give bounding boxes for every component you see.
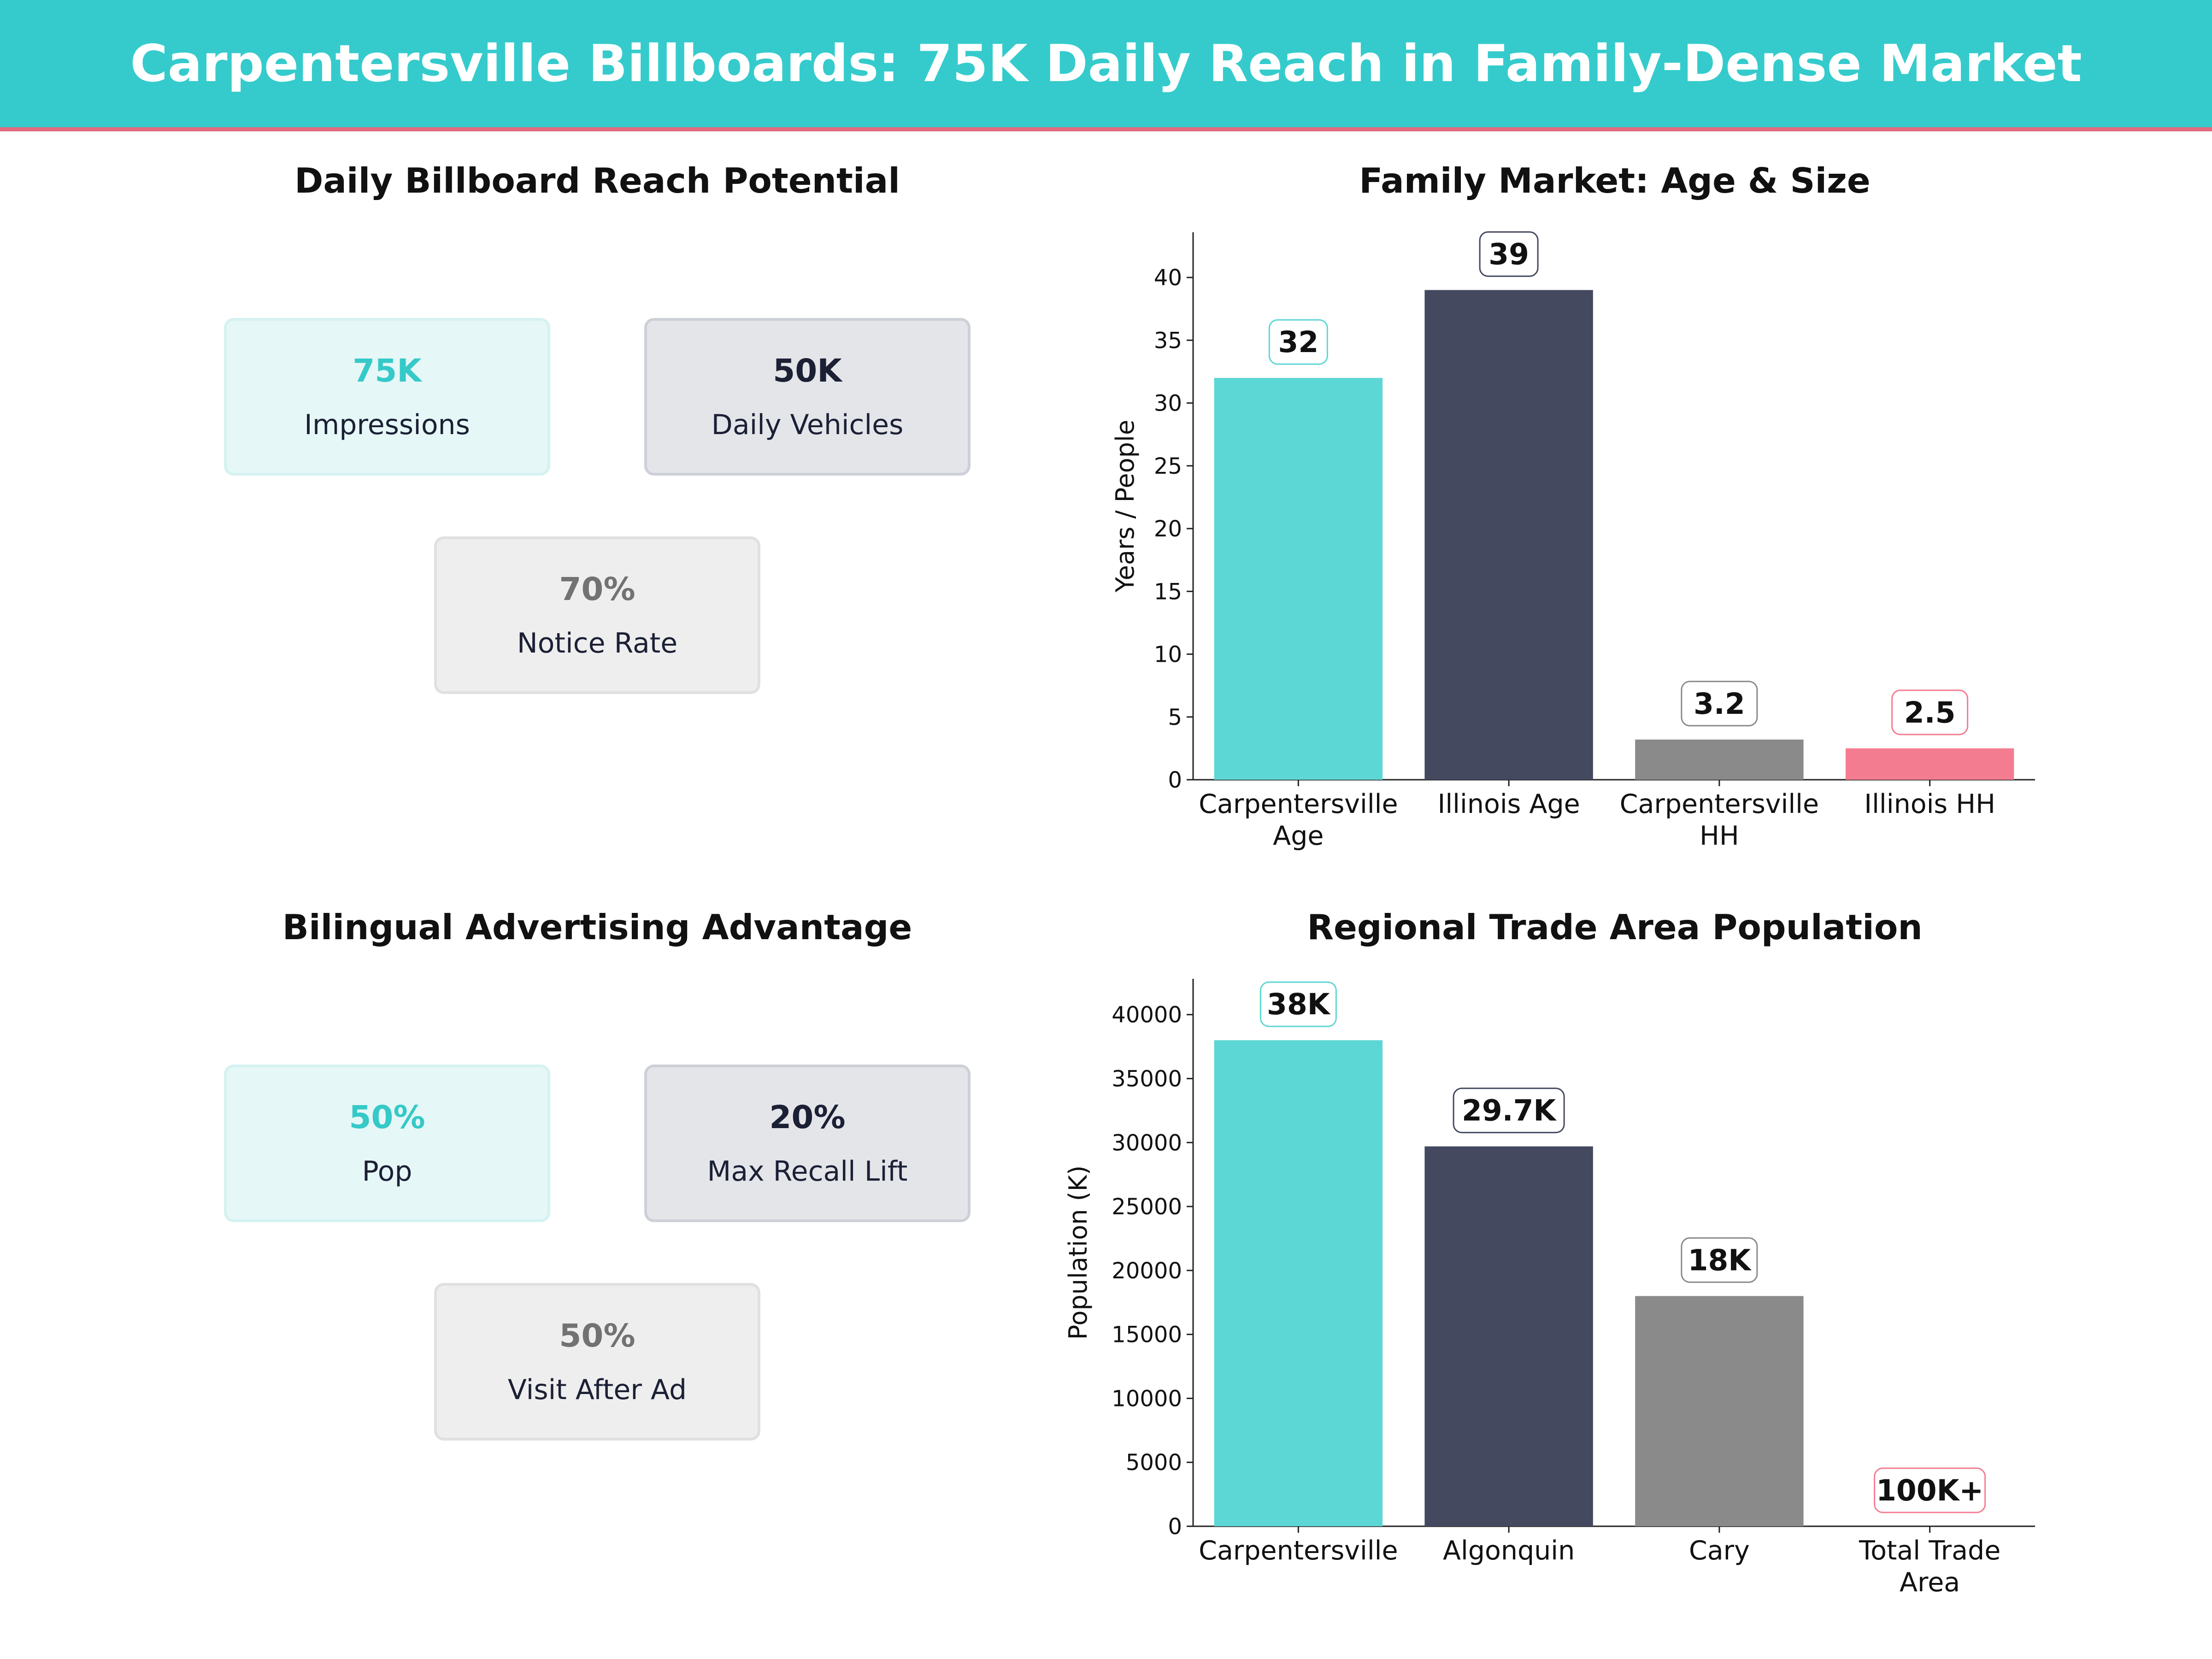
kpi-value: 75K — [353, 353, 422, 389]
x-tick-label: Illinois HH — [1864, 789, 1995, 819]
kpi-label: Max Recall Lift — [707, 1155, 908, 1188]
y-tick-label: 10000 — [1112, 1386, 1182, 1412]
bar — [1635, 739, 1804, 780]
data-label-box — [1479, 231, 1539, 277]
kpi-card-visit-after-ad: 50% Visit After Ad — [434, 1283, 760, 1441]
x-tick-label: Cary — [1689, 1535, 1750, 1566]
data-label-text: 38K — [1267, 988, 1331, 1021]
y-tick-label: 20 — [1154, 516, 1182, 542]
data-label-text: 29.7K — [1462, 1094, 1557, 1128]
kpi-card-pop: 50% Pop — [224, 1065, 550, 1222]
y-tick-label: 25000 — [1112, 1194, 1182, 1220]
x-tick-label: Carpentersville — [1199, 1535, 1398, 1566]
bar — [1424, 290, 1593, 780]
bar — [1214, 1040, 1383, 1526]
bilingual-panel-title: Bilingual Advertising Advantage — [282, 907, 912, 947]
y-tick-label: 30 — [1154, 391, 1182, 417]
kpi-card-recall-lift: 20% Max Recall Lift — [644, 1065, 971, 1222]
x-tick-label: HH — [1700, 821, 1739, 851]
data-label-text: 3.2 — [1694, 687, 1745, 721]
data-label: 29.7K — [1453, 1088, 1565, 1134]
y-axis-label: Years / People — [1111, 420, 1140, 593]
x-tick-label: Algonquin — [1443, 1535, 1575, 1566]
y-tick-label: 15 — [1154, 579, 1182, 605]
bar — [1214, 378, 1383, 780]
bar — [1424, 1146, 1593, 1526]
x-tick-label: Carpentersville — [1620, 789, 1819, 819]
data-label-box — [1268, 319, 1328, 365]
kpi-card-daily-vehicles: 50K Daily Vehicles — [644, 318, 971, 476]
x-tick-label: Age — [1273, 821, 1324, 851]
header-banner: Carpentersville Billboards: 75K Daily Re… — [0, 0, 2212, 131]
data-label: 18K — [1681, 1237, 1758, 1283]
kpi-card-notice-rate: 70% Notice Rate — [434, 536, 760, 694]
data-label-text: 32 — [1278, 325, 1319, 359]
kpi-value: 70% — [559, 571, 635, 608]
x-tick-label: Illinois Age — [1438, 789, 1580, 819]
kpi-label: Pop — [362, 1155, 412, 1188]
bar — [1845, 748, 2014, 780]
data-label-text: 2.5 — [1904, 696, 1956, 729]
y-tick-label: 40 — [1154, 265, 1182, 291]
bar — [1635, 1296, 1804, 1526]
data-label-text: 100K+ — [1876, 1474, 1983, 1507]
y-tick-label: 25 — [1154, 453, 1182, 479]
y-tick-label: 30000 — [1112, 1130, 1182, 1156]
data-label: 3.2 — [1681, 681, 1758, 727]
y-tick-label: 5000 — [1126, 1450, 1182, 1476]
data-label-text: 39 — [1488, 237, 1529, 271]
family-chart-title: Family Market: Age & Size — [1359, 160, 1871, 201]
y-tick-label: 15000 — [1112, 1322, 1182, 1348]
data-label: 100K+ — [1874, 1467, 1986, 1513]
kpi-label: Daily Vehicles — [711, 409, 904, 441]
y-tick-label: 35 — [1154, 328, 1182, 353]
kpi-value: 50% — [559, 1318, 635, 1354]
y-tick-label: 35000 — [1112, 1066, 1182, 1092]
data-label-box — [1259, 981, 1337, 1027]
reach-panel-title: Daily Billboard Reach Potential — [294, 160, 900, 201]
data-label: 39 — [1479, 231, 1539, 277]
kpi-value: 20% — [769, 1099, 846, 1136]
y-tick-label: 0 — [1168, 1514, 1182, 1540]
data-label-box — [1681, 1237, 1758, 1283]
data-label-box — [1453, 1088, 1565, 1134]
kpi-card-impressions: 75K Impressions — [224, 318, 550, 476]
kpi-label: Notice Rate — [517, 627, 678, 659]
data-label-box — [1874, 1467, 1986, 1513]
kpi-label: Visit After Ad — [507, 1374, 687, 1406]
y-tick-label: 5 — [1168, 705, 1182, 730]
x-tick-label: Total Trade — [1859, 1535, 2000, 1566]
y-axis-label: Population (K) — [1064, 1165, 1093, 1340]
kpi-label: Impressions — [304, 409, 470, 441]
y-tick-label: 40000 — [1112, 1002, 1182, 1028]
data-label-box — [1891, 689, 1969, 735]
y-tick-label: 20000 — [1112, 1258, 1182, 1284]
kpi-value: 50K — [773, 353, 842, 389]
trade-area-chart-title: Regional Trade Area Population — [1307, 907, 1923, 947]
x-tick-label: Carpentersville — [1199, 789, 1398, 819]
x-tick-label: Area — [1900, 1567, 1960, 1598]
data-label: 2.5 — [1891, 689, 1969, 735]
kpi-value: 50% — [349, 1099, 425, 1136]
y-tick-label: 10 — [1154, 642, 1182, 668]
y-tick-label: 0 — [1168, 767, 1182, 793]
page-title: Carpentersville Billboards: 75K Daily Re… — [130, 34, 2082, 94]
data-label-text: 18K — [1688, 1243, 1752, 1277]
data-label-box — [1681, 681, 1758, 727]
data-label: 38K — [1259, 981, 1337, 1027]
data-label: 32 — [1268, 319, 1328, 365]
